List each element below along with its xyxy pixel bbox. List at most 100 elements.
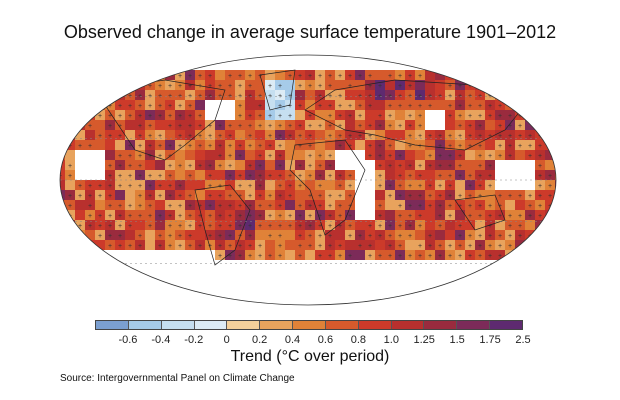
trend-cell — [95, 90, 105, 100]
significance-marker: + — [128, 243, 132, 250]
trend-cell — [255, 150, 265, 160]
significance-marker: + — [238, 253, 242, 260]
trend-cell — [385, 210, 395, 220]
significance-marker: + — [408, 253, 412, 260]
significance-marker: + — [198, 213, 202, 220]
trend-cell — [555, 130, 556, 140]
significance-marker: + — [78, 103, 82, 110]
trend-cell — [95, 140, 105, 150]
significance-marker: + — [488, 173, 492, 180]
trend-cell — [415, 210, 425, 220]
significance-marker: + — [128, 223, 132, 230]
significance-marker: + — [248, 73, 252, 80]
trend-cell — [85, 90, 95, 100]
trend-cell — [145, 140, 155, 150]
trend-cell — [205, 140, 215, 150]
significance-marker: + — [458, 83, 462, 90]
significance-marker: + — [288, 183, 292, 190]
trend-cell — [305, 150, 315, 160]
significance-marker: + — [278, 103, 282, 110]
trend-cell — [215, 70, 225, 80]
significance-marker: + — [528, 213, 532, 220]
trend-cell — [245, 250, 255, 260]
significance-marker: + — [448, 153, 452, 160]
trend-cell — [305, 250, 315, 260]
trend-cell — [275, 250, 285, 260]
significance-marker: + — [258, 173, 262, 180]
trend-cell — [465, 250, 475, 260]
colorbar-tick: 0.6 — [317, 334, 334, 346]
trend-cell — [135, 100, 145, 110]
significance-marker: + — [498, 203, 502, 210]
colorbar-tick: -0.2 — [184, 334, 204, 346]
significance-marker: + — [108, 163, 112, 170]
trend-cell — [525, 220, 535, 230]
trend-cell — [405, 130, 415, 140]
trend-cell — [145, 70, 155, 80]
trend-cell — [375, 190, 385, 200]
trend-cell — [185, 90, 195, 100]
trend-cell — [415, 140, 425, 150]
trend-cell — [145, 160, 155, 170]
trend-cell — [395, 250, 405, 260]
significance-marker: + — [368, 143, 372, 150]
trend-cell — [125, 140, 135, 150]
trend-cell — [405, 110, 415, 120]
trend-cell — [65, 190, 75, 200]
significance-marker: + — [548, 133, 552, 140]
significance-marker: + — [408, 123, 412, 130]
significance-marker: + — [448, 163, 452, 170]
trend-cell — [405, 190, 415, 200]
trend-cell — [205, 150, 215, 160]
trend-cell — [105, 140, 115, 150]
significance-marker: + — [98, 213, 102, 220]
trend-cell — [465, 90, 475, 100]
significance-marker: + — [478, 213, 482, 220]
trend-cell — [60, 210, 65, 220]
trend-cell — [525, 100, 535, 110]
trend-cell — [215, 130, 225, 140]
significance-marker: + — [518, 73, 522, 80]
significance-marker: + — [158, 83, 162, 90]
trend-cell — [85, 110, 95, 120]
trend-cell — [375, 150, 385, 160]
significance-marker: + — [108, 103, 112, 110]
trend-cell — [155, 150, 165, 160]
trend-cell — [275, 120, 285, 130]
significance-marker: + — [158, 103, 162, 110]
trend-cell — [255, 80, 265, 90]
trend-cell — [275, 200, 285, 210]
trend-cell — [205, 240, 215, 250]
significance-marker: + — [468, 213, 472, 220]
colorbar-bin — [161, 321, 195, 329]
significance-marker: + — [388, 193, 392, 200]
trend-cell — [145, 80, 155, 90]
significance-marker: + — [338, 243, 342, 250]
significance-marker: + — [348, 253, 352, 260]
trend-cell — [455, 100, 465, 110]
significance-marker: + — [398, 153, 402, 160]
significance-marker: + — [268, 123, 272, 130]
trend-cell — [345, 90, 355, 100]
trend-cell — [345, 140, 355, 150]
trend-cell — [385, 120, 395, 130]
significance-marker: + — [208, 133, 212, 140]
significance-marker: + — [318, 213, 322, 220]
significance-marker: + — [328, 133, 332, 140]
significance-marker: + — [538, 113, 542, 120]
significance-marker: + — [328, 203, 332, 210]
significance-marker: + — [268, 203, 272, 210]
trend-cell — [165, 130, 175, 140]
trend-cell — [535, 160, 545, 170]
trend-cell — [135, 110, 145, 120]
significance-marker: + — [138, 243, 142, 250]
significance-marker: + — [408, 213, 412, 220]
trend-cell — [385, 230, 395, 240]
significance-marker: + — [268, 233, 272, 240]
significance-marker: + — [258, 253, 262, 260]
significance-marker: + — [138, 173, 142, 180]
trend-cell — [425, 70, 435, 80]
significance-marker: + — [348, 173, 352, 180]
significance-marker: + — [398, 243, 402, 250]
trend-cell — [165, 170, 175, 180]
